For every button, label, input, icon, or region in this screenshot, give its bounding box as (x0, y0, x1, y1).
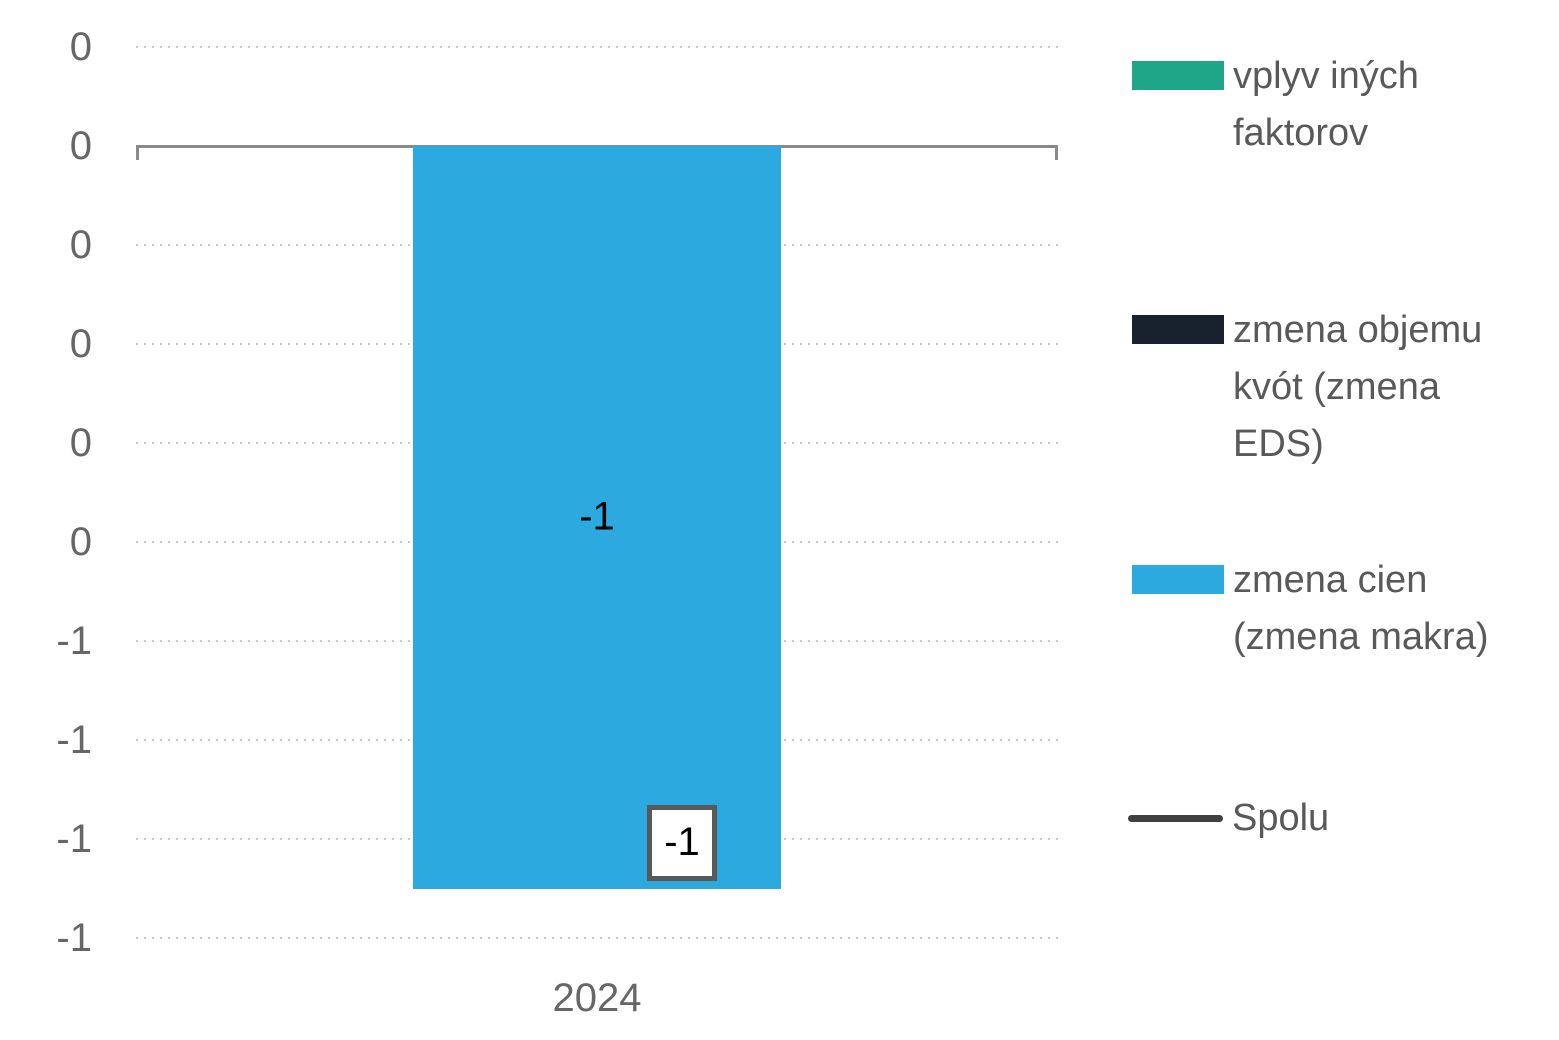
y-axis-tick-label: 0 (69, 421, 92, 465)
y-axis-tick-label: -1 (56, 916, 92, 960)
legend-item: vplyv iných faktorov (1132, 48, 1533, 162)
bar-segment (413, 146, 781, 889)
total-data-label: -1 (647, 804, 717, 881)
legend: vplyv iných faktorov zmena objemu kvót (z… (1128, 0, 1552, 1040)
axis-tick-mark (1055, 145, 1058, 160)
bar-data-label: -1 (579, 494, 615, 539)
legend-item-label: zmena objemu kvót (zmena EDS) (1233, 309, 1483, 465)
legend-item: zmena cien (zmena makra) (1132, 552, 1533, 666)
y-axis-tick-label: -1 (56, 718, 92, 762)
plot-area: 0 0 0 0 0 0 -1 -1 -1 -1 -1 -1 (56, 25, 1058, 960)
legend-color-swatch (1132, 61, 1224, 90)
legend-item: zmena objemu kvót (zmena EDS) (1132, 302, 1533, 473)
y-axis-tick-label: 0 (69, 25, 92, 69)
y-gridline (136, 46, 1058, 48)
legend-item-label: vplyv iných faktorov (1233, 55, 1419, 154)
legend-item: Spolu (1128, 790, 1330, 847)
legend-color-swatch (1132, 565, 1224, 594)
y-axis-tick-label: -1 (56, 817, 92, 861)
y-axis-tick-label: 0 (69, 124, 92, 168)
y-axis-tick-label: -1 (56, 619, 92, 663)
legend-item-label: zmena cien (zmena makra) (1233, 559, 1489, 658)
y-axis-tick-label: 0 (69, 322, 92, 366)
axis-tick-mark (136, 145, 139, 160)
y-axis-tick-label: 0 (69, 223, 92, 267)
x-axis-category-label: 2024 (552, 976, 642, 1020)
y-axis-tick-label: 0 (69, 520, 92, 564)
legend-color-swatch (1132, 315, 1224, 344)
legend-item-label: Spolu (1232, 797, 1330, 839)
y-gridline (136, 937, 1058, 939)
legend-line-swatch (1128, 815, 1223, 822)
